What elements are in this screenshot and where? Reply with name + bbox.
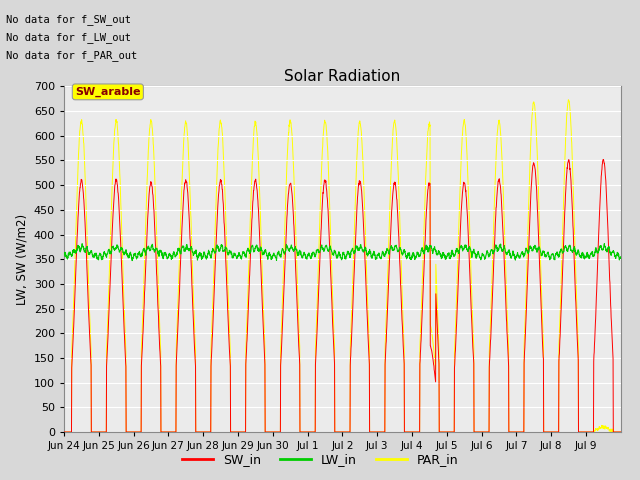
Text: No data for f_PAR_out: No data for f_PAR_out [6, 50, 138, 61]
Title: Solar Radiation: Solar Radiation [284, 69, 401, 84]
Legend: SW_in, LW_in, PAR_in: SW_in, LW_in, PAR_in [177, 448, 463, 471]
Y-axis label: LW, SW (W/m2): LW, SW (W/m2) [15, 214, 28, 305]
Text: No data for f_SW_out: No data for f_SW_out [6, 13, 131, 24]
Text: SW_arable: SW_arable [75, 87, 141, 97]
Text: No data for f_LW_out: No data for f_LW_out [6, 32, 131, 43]
